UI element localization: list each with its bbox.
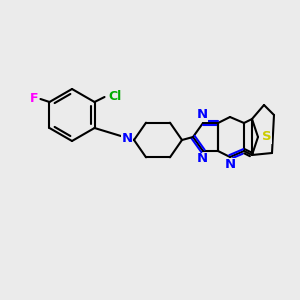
- Text: N: N: [196, 152, 208, 166]
- Text: F: F: [30, 92, 39, 104]
- Text: Cl: Cl: [108, 89, 121, 103]
- Text: S: S: [262, 130, 272, 143]
- Text: N: N: [196, 109, 208, 122]
- Text: N: N: [122, 133, 133, 146]
- Text: N: N: [224, 158, 236, 170]
